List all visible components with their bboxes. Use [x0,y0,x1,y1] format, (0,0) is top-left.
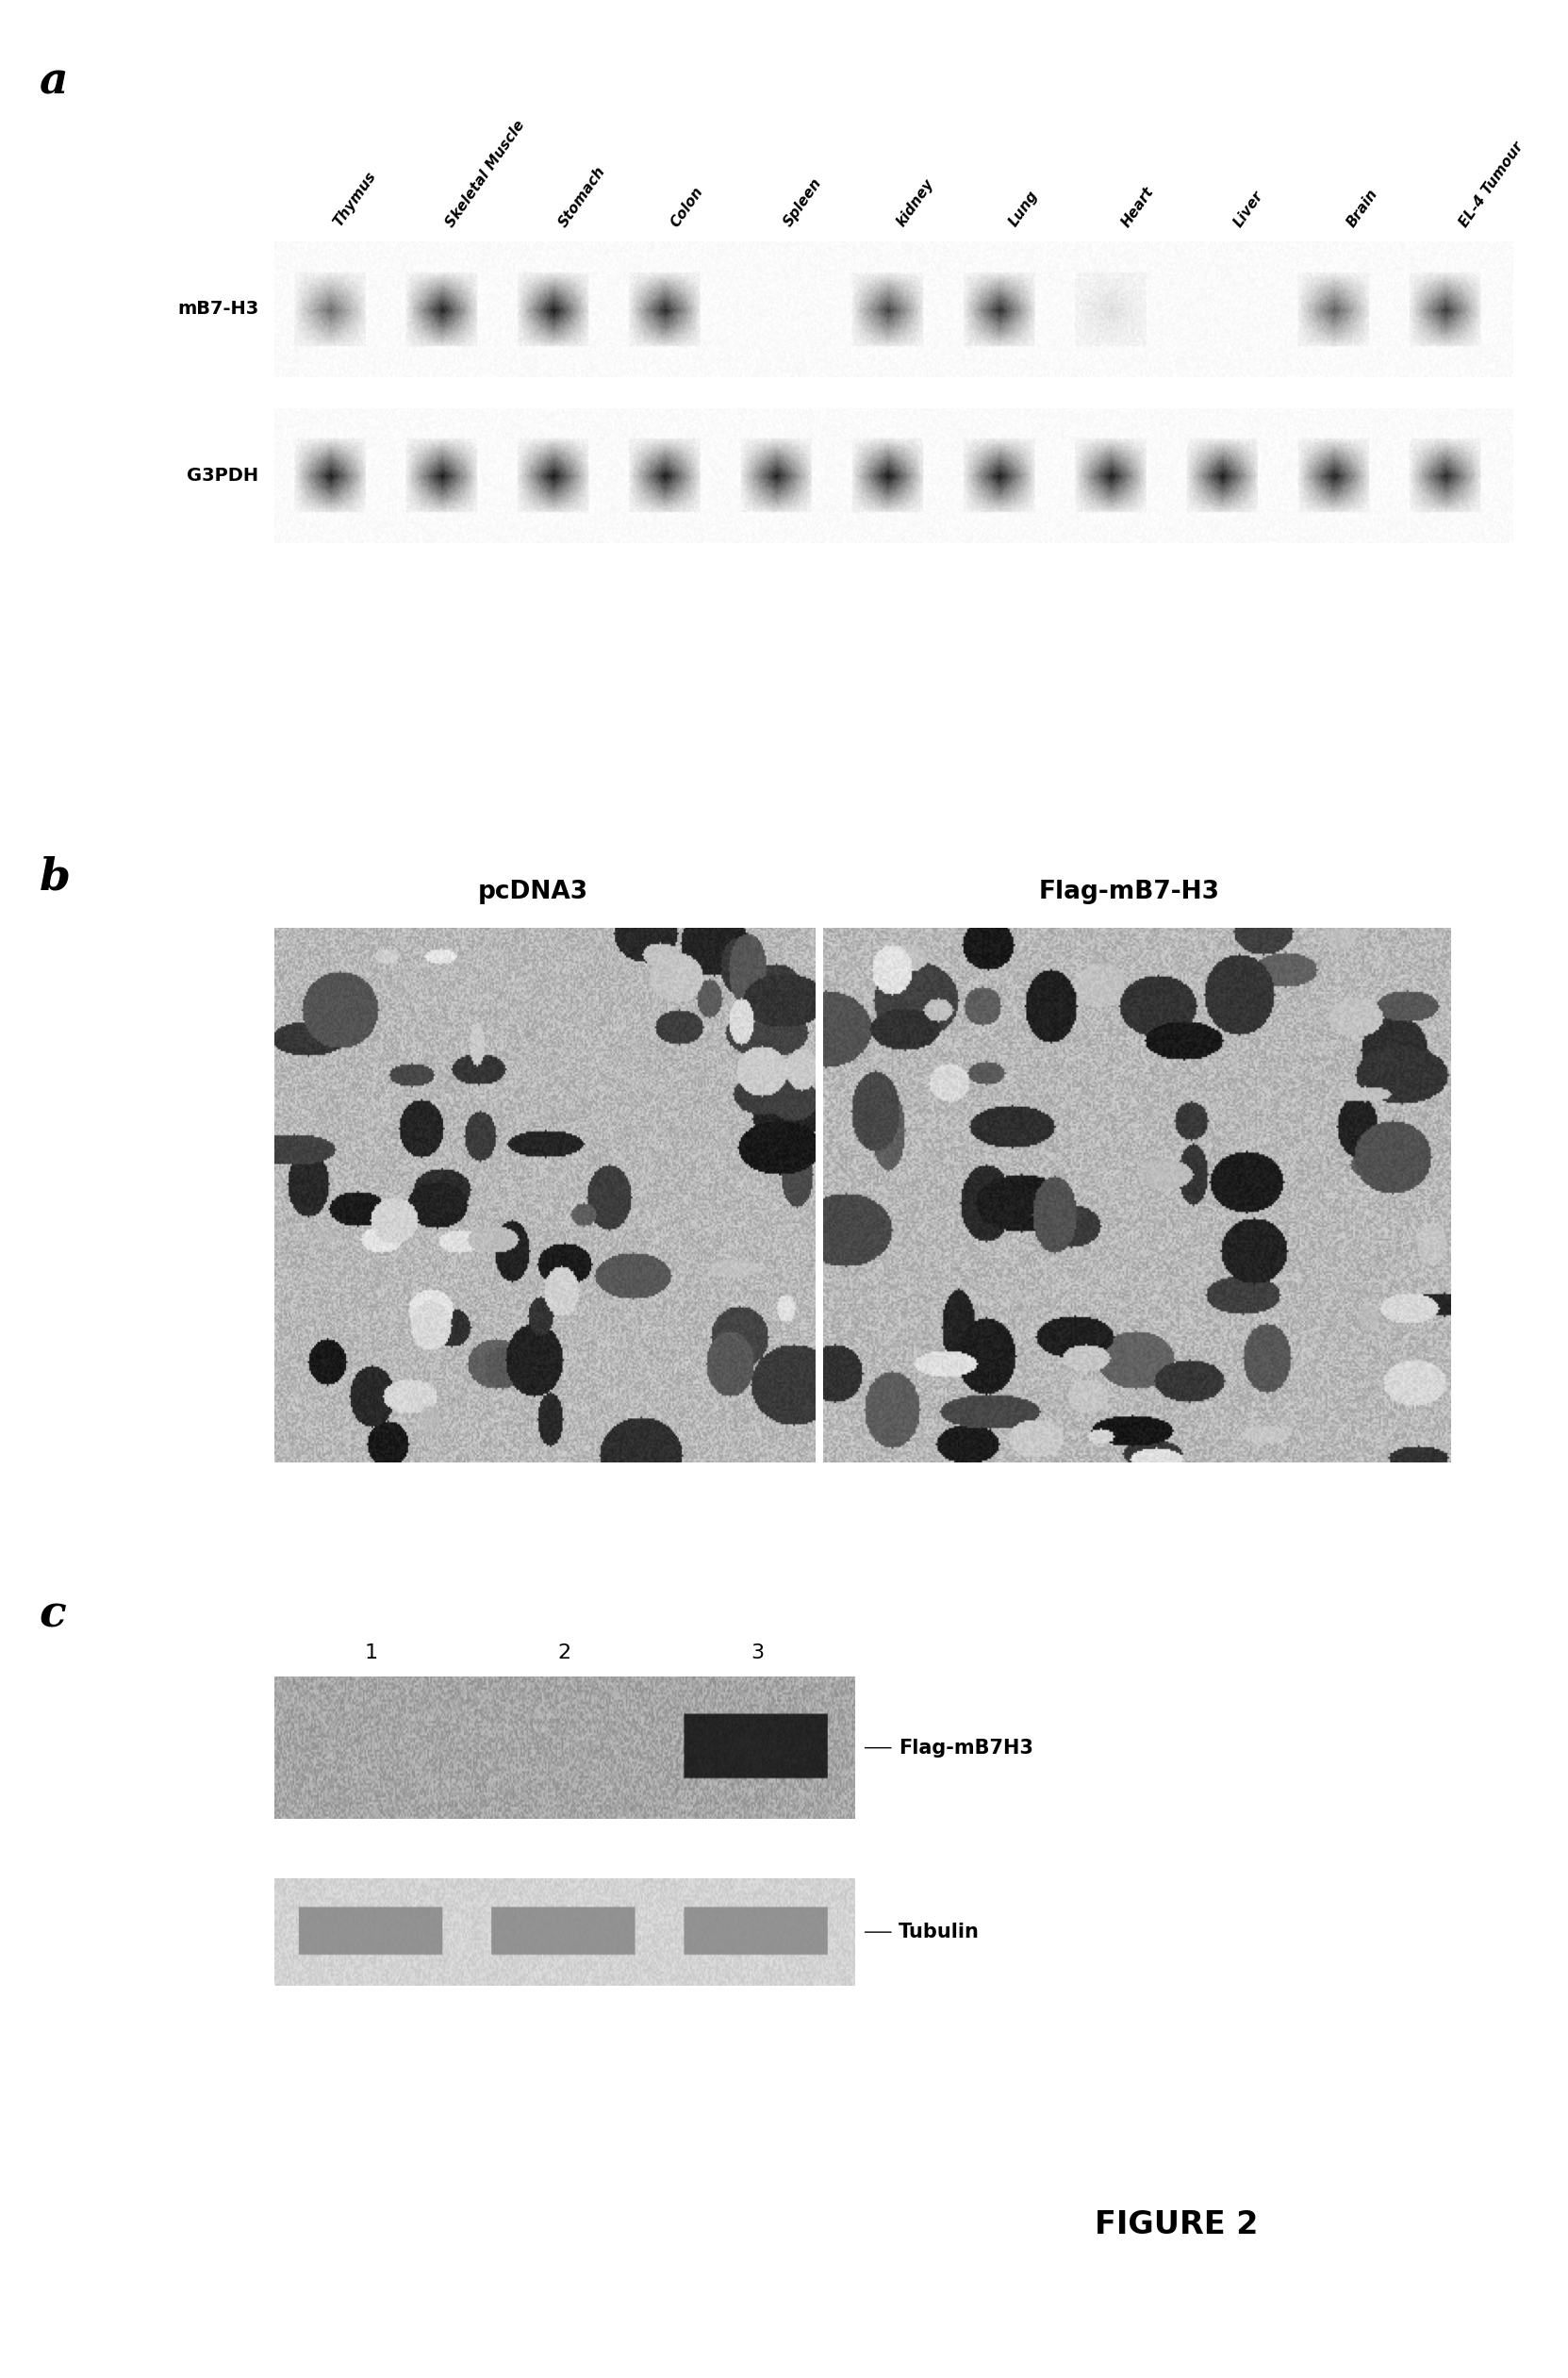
Text: FIGURE 2: FIGURE 2 [1094,2209,1258,2240]
Text: Flag-mB7H3: Flag-mB7H3 [898,1738,1033,1757]
Text: a: a [39,59,67,102]
Text: Heart: Heart [1120,183,1157,231]
Text: Liver: Liver [1231,188,1267,231]
Text: pcDNA3: pcDNA3 [478,880,588,904]
Text: Stomach: Stomach [557,164,608,231]
Text: Brain: Brain [1344,185,1380,231]
Text: Colon: Colon [668,183,706,231]
Text: Skeletal Muscle: Skeletal Muscle [444,117,527,231]
Text: 2: 2 [558,1643,571,1662]
Text: b: b [39,856,71,899]
Text: Thymus: Thymus [331,169,378,231]
Text: Tubulin: Tubulin [898,1924,980,1940]
Text: EL-4 Tumour: EL-4 Tumour [1457,140,1526,231]
Text: G3PDH: G3PDH [187,466,259,485]
Text: mB7-H3: mB7-H3 [177,300,259,319]
Text: c: c [39,1593,66,1636]
Text: Spleen: Spleen [781,176,825,231]
Text: Lung: Lung [1007,188,1041,231]
Text: 3: 3 [751,1643,765,1662]
Text: kidney: kidney [894,176,936,231]
Text: Flag-mB7-H3: Flag-mB7-H3 [1038,880,1220,904]
Text: 1: 1 [364,1643,378,1662]
